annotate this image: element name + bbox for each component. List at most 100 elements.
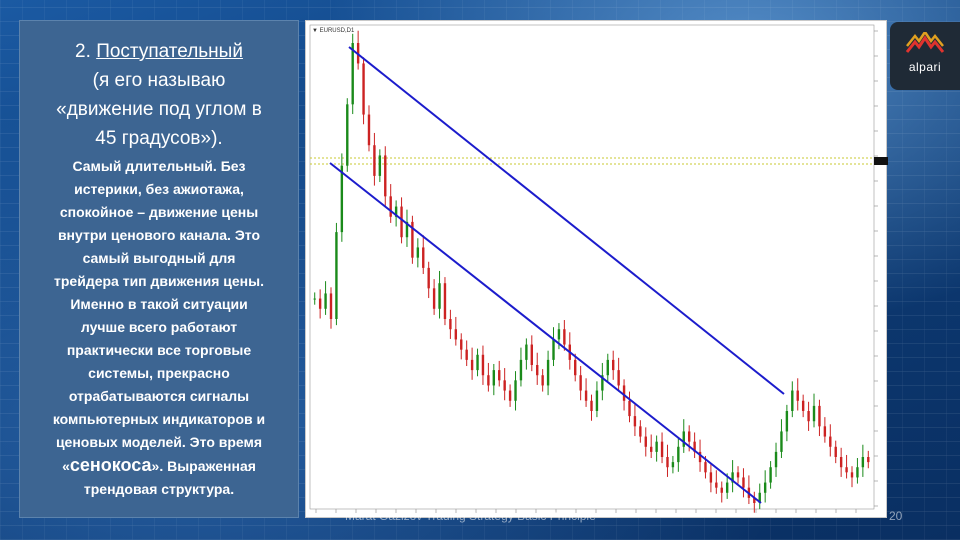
candle-body xyxy=(519,359,523,381)
candle-body xyxy=(845,467,848,473)
candle-body xyxy=(682,431,685,447)
candle-body xyxy=(389,196,392,217)
candle-body xyxy=(791,390,794,411)
candle-body xyxy=(525,344,528,360)
candle-body xyxy=(606,359,609,376)
body-line: Именно в такой ситуации xyxy=(70,296,248,312)
logo-text: alpari xyxy=(908,60,942,74)
candle-body xyxy=(801,400,805,411)
candle-body xyxy=(449,319,452,330)
candle-body xyxy=(834,446,837,457)
candle-body xyxy=(318,298,322,309)
candle-body xyxy=(622,385,626,401)
candle-body xyxy=(780,431,783,452)
candle-body xyxy=(557,329,561,340)
candle-body xyxy=(574,359,577,376)
candle-body xyxy=(508,390,512,401)
candle-body xyxy=(394,206,398,217)
candle-body xyxy=(541,375,544,386)
candle-body xyxy=(384,155,387,197)
body-line-last: трендовая структура. xyxy=(83,481,235,497)
candle-body xyxy=(720,487,723,493)
quote-close: ». xyxy=(151,458,164,474)
candle-body xyxy=(693,441,696,452)
body-line: компьютерных индикаторов и xyxy=(52,411,266,427)
candle-body xyxy=(579,375,582,391)
heading-title: Поступательный xyxy=(96,41,243,62)
candle-body xyxy=(677,446,680,463)
candle-body xyxy=(514,380,517,401)
candle-body xyxy=(601,375,604,391)
candle-body xyxy=(725,482,729,493)
heading-subtitle-1: (я его называю xyxy=(92,70,226,91)
candle-body xyxy=(405,221,409,238)
candle-body xyxy=(796,390,799,401)
candle-body xyxy=(807,411,810,422)
candle-body xyxy=(438,283,441,309)
body-text: Самый длительный. Без истерики, без ажио… xyxy=(32,155,286,501)
candle-body xyxy=(639,426,642,437)
body-line: ценовых моделей. Это время xyxy=(55,434,263,450)
candle-body xyxy=(367,114,371,146)
candle-body xyxy=(709,472,713,483)
quote-word: сенокоса xyxy=(69,455,152,475)
body-line: системы, прекрасно xyxy=(88,365,230,381)
candle-body xyxy=(492,370,496,386)
plot-frame xyxy=(309,24,875,510)
candle-body xyxy=(867,457,870,463)
candle-body xyxy=(476,354,479,371)
body-line: Самый длительный. Без xyxy=(72,158,246,174)
candle-body xyxy=(731,472,734,483)
candle-body xyxy=(584,390,588,401)
candle-body xyxy=(487,375,490,386)
candle-body xyxy=(774,451,778,468)
heading: 2. Поступательный xyxy=(32,37,286,66)
heading-subtitle-3: 45 градусов»). xyxy=(95,128,223,149)
body-line: самый выгодный для xyxy=(82,250,236,266)
candle-body xyxy=(422,247,425,268)
candle-body xyxy=(378,155,382,176)
candle-body xyxy=(850,472,854,478)
candle-body xyxy=(400,206,403,238)
candle-body xyxy=(666,457,669,468)
candle-body xyxy=(644,436,647,447)
body-line: трейдера тип движения цены. xyxy=(54,273,264,289)
channel-lower-line xyxy=(329,162,762,504)
candle-body xyxy=(351,43,354,105)
candle-body xyxy=(753,497,756,503)
candle-body xyxy=(329,293,333,319)
candle-body xyxy=(362,63,365,115)
candle-body xyxy=(823,426,827,437)
candle-body xyxy=(742,477,745,488)
logo-mark-icon xyxy=(905,32,945,53)
text-panel: 2. Поступательный (я его называю «движен… xyxy=(19,20,299,518)
alpari-logo: alpari xyxy=(890,22,960,90)
candle-body xyxy=(856,467,859,478)
candle-body xyxy=(758,492,761,503)
candle-body xyxy=(552,339,555,360)
quote-tail: Выраженная xyxy=(163,458,256,474)
candle-body xyxy=(443,283,447,319)
candle-body xyxy=(546,359,550,386)
candle-body xyxy=(324,293,327,309)
candle-body xyxy=(465,349,468,360)
candle-body xyxy=(633,416,637,427)
heading-subtitle-2: «движение под углом в xyxy=(56,99,262,120)
candle-body xyxy=(503,380,506,391)
candle-body xyxy=(454,329,458,340)
candle-body xyxy=(829,436,832,447)
body-line: лучше всего работают xyxy=(80,319,238,335)
candle-body xyxy=(481,354,485,376)
candle-body xyxy=(736,472,740,478)
chart-canvas: ▼ EURUSD,D1 xyxy=(309,24,888,513)
body-line: спокойное – движение цены xyxy=(59,204,259,220)
candle-body xyxy=(460,339,463,350)
candle-body xyxy=(839,457,843,468)
candle-body xyxy=(715,482,718,488)
candle-body xyxy=(346,104,349,166)
candle-body xyxy=(595,390,599,411)
candle-body xyxy=(340,165,344,233)
candle-body xyxy=(617,370,620,386)
candle-body xyxy=(416,247,420,258)
candle-body xyxy=(649,446,653,452)
